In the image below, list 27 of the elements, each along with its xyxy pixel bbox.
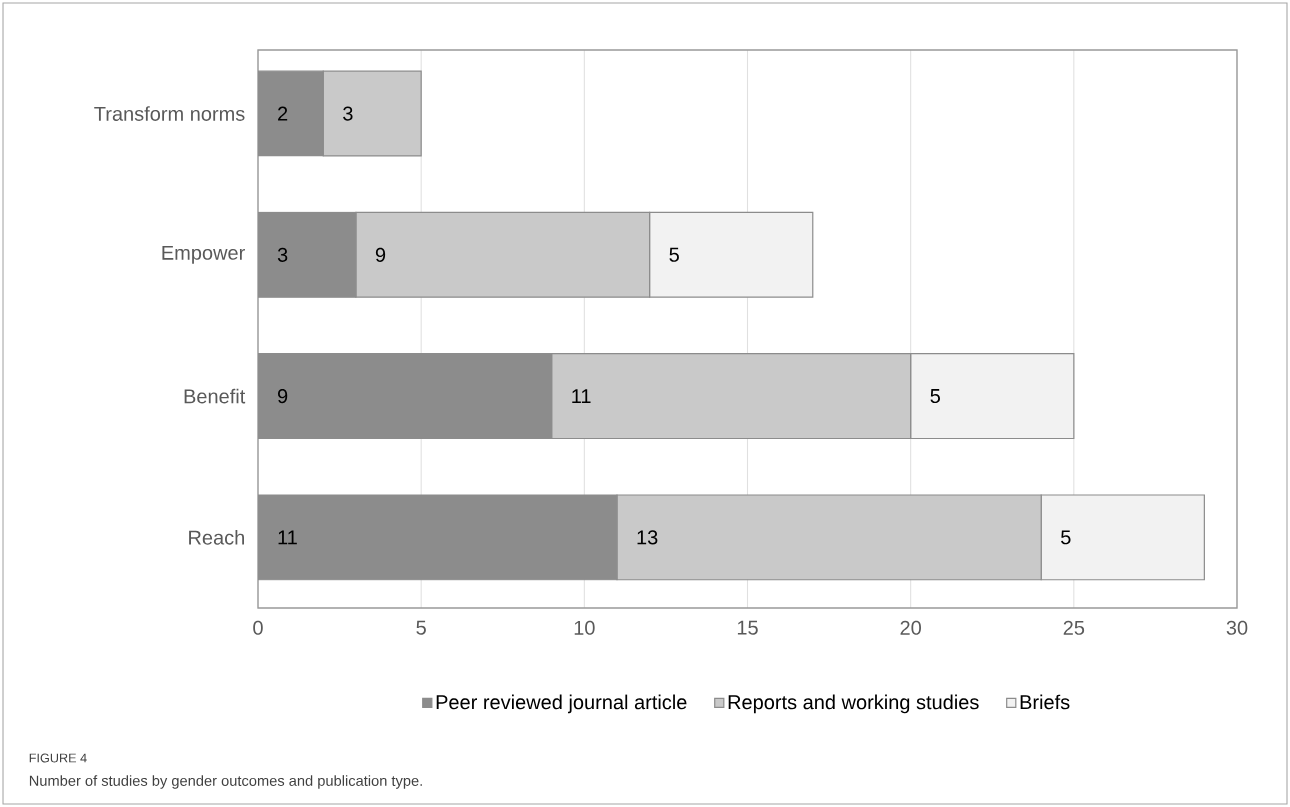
- data-label: 3: [277, 247, 288, 262]
- x-tick-label: 0: [253, 620, 263, 635]
- data-label: 9: [277, 389, 288, 404]
- data-label: 11: [572, 389, 591, 403]
- y-tick-label: Benefit: [184, 388, 246, 404]
- x-tick-label: 20: [900, 620, 921, 635]
- text: Number of studies by gender outcomes and publication type.: [29, 775, 422, 789]
- y-tick-label: Reach: [189, 530, 244, 545]
- legend-label: Reports and working studies: [728, 694, 979, 714]
- legend-label: Peer reviewed journal article: [436, 694, 687, 714]
- y-tick-label: Transform norms: [94, 106, 245, 121]
- data-label: 13: [637, 530, 658, 545]
- y-tick-label: Empower: [162, 245, 245, 264]
- x-tick-label: 10: [574, 620, 595, 635]
- data-label: 5: [669, 247, 679, 262]
- x-tick-label: 5: [416, 620, 426, 635]
- caption: FIGURE 4: [29, 753, 87, 763]
- data-label: 5: [1061, 530, 1071, 545]
- data-label: 5: [930, 389, 940, 404]
- legend-label: Briefs: [1020, 694, 1070, 710]
- x-tick-label: 25: [1063, 620, 1085, 635]
- data-label: 9: [375, 247, 386, 262]
- x-tick-label: 15: [737, 620, 758, 635]
- x-tick-label: 30: [1226, 620, 1248, 635]
- data-label: 11: [278, 530, 297, 545]
- data-label: 3: [343, 106, 353, 121]
- data-label: 2: [278, 106, 288, 121]
